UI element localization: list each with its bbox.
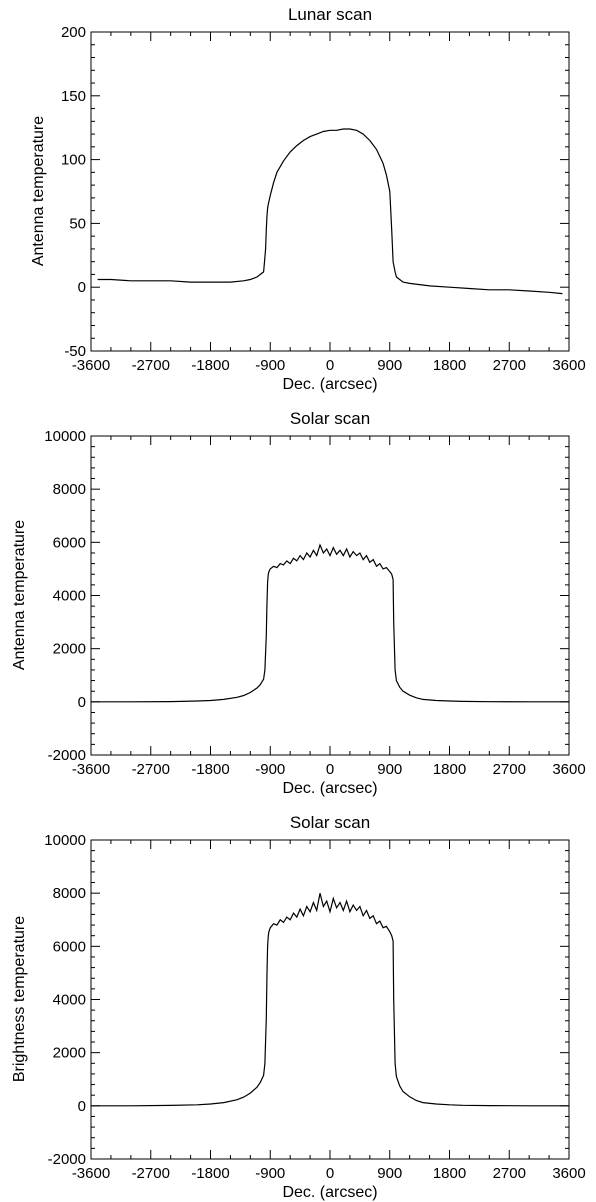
x-tick-label: -3600 (72, 357, 110, 374)
y-tick-label: -2000 (48, 1151, 86, 1168)
y-tick-label: 200 (61, 24, 86, 41)
x-tick-label: 0 (326, 1165, 334, 1182)
axis-ticks: -3600 -2700 -1800 -900 0 900 1800 2700 3600 -2000… (44, 428, 585, 778)
y-axis-label: Antenna temperature (30, 116, 47, 266)
data-line (91, 893, 569, 1107)
x-axis-label: Dec. (arcsec) (282, 780, 377, 797)
x-tick-label: -900 (255, 761, 285, 778)
x-tick-label: 3600 (552, 1165, 585, 1182)
y-tick-label: 10000 (44, 428, 86, 445)
x-tick-label: 900 (377, 357, 402, 374)
chart-title: Lunar scan (288, 5, 372, 24)
x-tick-label: 1800 (433, 761, 466, 778)
y-tick-label: 50 (69, 215, 86, 232)
plot-frame (90, 435, 570, 756)
x-tick-label: 900 (377, 761, 402, 778)
chart-title: Solar scan (290, 409, 370, 428)
x-tick-label: -1800 (191, 761, 229, 778)
chart-title: Solar scan (290, 813, 370, 832)
x-tick-label: -3600 (72, 1165, 110, 1182)
y-tick-label: 0 (78, 694, 86, 711)
y-axis-label: Brightness temperature (11, 916, 28, 1082)
y-tick-label: 8000 (53, 481, 86, 498)
y-tick-label: 10000 (44, 832, 86, 849)
axis-ticks: -3600 -2700 -1800 -900 0 900 1800 2700 3600 -50 0 5… (61, 24, 586, 374)
y-tick-label: 6000 (53, 534, 86, 551)
x-tick-label: 2700 (493, 357, 526, 374)
y-tick-label: 0 (78, 1098, 86, 1115)
x-tick-label: 3600 (552, 357, 585, 374)
y-tick-label: -50 (64, 343, 86, 360)
plot-frame (90, 31, 570, 352)
y-tick-label: 150 (61, 88, 86, 105)
y-tick-label: 2000 (53, 1045, 86, 1062)
x-tick-label: -900 (255, 357, 285, 374)
plot-frame (90, 839, 570, 1160)
y-tick-label: 8000 (53, 885, 86, 902)
solar-antenna-panel: Solar scan -3600 -2700 -1800 -900 0 900 1800 27… (11, 409, 586, 797)
y-tick-label: 0 (78, 279, 86, 296)
x-tick-label: 1800 (433, 357, 466, 374)
y-tick-label: 4000 (53, 992, 86, 1009)
lunar-scan-panel: Lunar scan -3600 -2700 -1800 -900 0 900 1800 27… (30, 5, 586, 393)
x-tick-label: -2700 (132, 357, 170, 374)
y-tick-label: 100 (61, 152, 86, 169)
x-tick-label: 3600 (552, 761, 585, 778)
x-tick-label: -3600 (72, 761, 110, 778)
x-tick-label: 1800 (433, 1165, 466, 1182)
x-tick-label: 2700 (493, 1165, 526, 1182)
y-tick-label: 4000 (53, 588, 86, 605)
solar-brightness-panel: Solar scan -3600 -2700 -1800 -900 0 900 1800 27… (11, 813, 586, 1201)
axis-ticks: -3600 -2700 -1800 -900 0 900 1800 2700 3600 -2000… (44, 832, 585, 1182)
x-tick-label: -1800 (191, 357, 229, 374)
data-line (97, 128, 563, 295)
x-tick-label: 2700 (493, 761, 526, 778)
x-tick-label: -2700 (132, 1165, 170, 1182)
x-tick-label: -900 (255, 1165, 285, 1182)
y-tick-label: -2000 (48, 747, 86, 764)
y-tick-label: 2000 (53, 641, 86, 658)
x-axis-label: Dec. (arcsec) (282, 376, 377, 393)
x-tick-label: -1800 (191, 1165, 229, 1182)
y-axis-label: Antenna temperature (11, 520, 28, 670)
x-axis-label: Dec. (arcsec) (282, 1184, 377, 1201)
x-tick-label: -2700 (132, 761, 170, 778)
data-line (91, 543, 569, 703)
x-tick-label: 0 (326, 761, 334, 778)
y-tick-label: 6000 (53, 938, 86, 955)
x-tick-label: 900 (377, 1165, 402, 1182)
x-tick-label: 0 (326, 357, 334, 374)
